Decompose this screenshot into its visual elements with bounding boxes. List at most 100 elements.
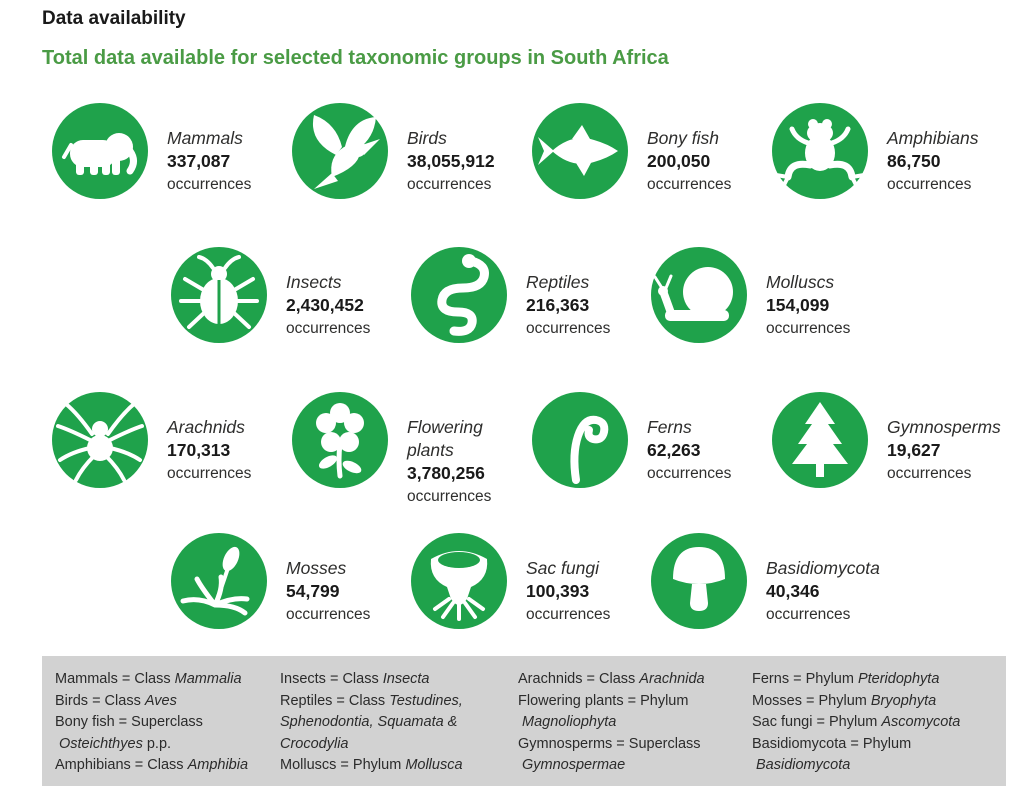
taxon-card-bony-fish: Bony fish 200,050 occurrences (532, 103, 772, 199)
taxon-count: 200,050 (647, 151, 711, 171)
snail-icon (651, 247, 747, 343)
taxon-info: Reptiles 216,363 occurrences (526, 271, 651, 340)
taxon-info: Amphibians 86,750 occurrences (887, 127, 1012, 196)
taxon-name: Molluscs (766, 272, 835, 292)
occurrences-label: occurrences (766, 320, 851, 337)
legend-line: Flowering plants = Phylum (518, 692, 689, 709)
taxon-count: 100,393 (526, 581, 590, 601)
taxon-name: Reptiles (526, 272, 590, 292)
cup-fungus-icon (411, 533, 507, 629)
taxon-count: 3,780,256 (407, 463, 485, 483)
legend-line: Arachnids = Class Arachnida (518, 671, 705, 687)
legend-line: Basidiomycota = Phylum (752, 735, 912, 752)
page-title: Data availability (42, 8, 186, 29)
taxon-name: Ferns (647, 417, 692, 437)
occurrences-label: occurrences (526, 606, 611, 623)
taxon-card-flowering-plants: Flowering plants 3,780,256 occurrences (292, 392, 532, 508)
taxon-info: Birds 38,055,912 occurrences (407, 127, 532, 196)
occurrences-label: occurrences (887, 465, 972, 482)
legend-line: Basidiomycota (756, 757, 851, 773)
taxon-count: 54,799 (286, 581, 340, 601)
legend-column-4: Ferns = Phylum Pteridophyta Mosses = Phyl… (752, 669, 1002, 786)
legend-line: Ferns = Phylum Pteridophyta (752, 671, 940, 687)
legend-line: Gymnosperms = Superclass (518, 735, 701, 752)
legend-line: Molluscs = Phylum Mollusca (280, 757, 463, 773)
legend-line: Insects = Class Insecta (280, 671, 430, 687)
taxon-card-amphibians: Amphibians 86,750 occurrences (772, 103, 1012, 199)
taxon-card-birds: Birds 38,055,912 occurrences (292, 103, 532, 199)
occurrences-label: occurrences (167, 465, 252, 482)
taxon-info: Flowering plants 3,780,256 occurrences (407, 416, 532, 508)
occurrences-label: occurrences (407, 488, 492, 505)
legend-line: Sac fungi = Phylum Ascomycota (752, 714, 961, 730)
beetle-icon (171, 247, 267, 343)
taxon-count: 154,099 (766, 295, 830, 315)
taxon-count: 337,087 (167, 151, 231, 171)
frog-icon (772, 103, 868, 199)
snake-icon (411, 247, 507, 343)
taxon-card-basidiomycota: Basidiomycota 40,346 occurrences (651, 533, 891, 629)
occurrences-label: occurrences (887, 176, 972, 193)
legend-box: Mammals = Class Mammalia Birds = Class Av… (42, 656, 1006, 786)
legend-line: Amphibians = Class Amphibia (55, 757, 249, 773)
taxon-name: Amphibians (887, 128, 979, 148)
occurrences-label: occurrences (286, 320, 371, 337)
taxon-name: Mammals (167, 128, 243, 148)
taxon-info: Bony fish 200,050 occurrences (647, 127, 772, 196)
legend-line: Bony fish = Superclass (55, 714, 203, 730)
taxon-name: Sac fungi (526, 558, 599, 578)
page-subtitle: Total data available for selected taxono… (42, 47, 669, 69)
taxon-card-mosses: Mosses 54,799 occurrences (171, 533, 411, 629)
taxon-count: 40,346 (766, 581, 820, 601)
flower-icon (292, 392, 388, 488)
taxon-info: Mammals 337,087 occurrences (167, 127, 292, 196)
fish-icon (532, 103, 628, 199)
legend-line: Gymnospermae (522, 757, 626, 773)
legend-line: Mosses = Phylum Bryophyta (752, 692, 937, 709)
occurrences-label: occurrences (167, 176, 252, 193)
taxon-card-mammals: Mammals 337,087 occurrences (52, 103, 292, 199)
taxon-name: Birds (407, 128, 447, 148)
legend-column-2: Insects = Class Insecta Reptiles = Class … (280, 669, 518, 786)
occurrences-label: occurrences (766, 606, 851, 623)
taxon-info: Gymnosperms 19,627 occurrences (887, 416, 1012, 485)
legend-line: Birds = Class Aves (55, 692, 177, 709)
occurrences-label: occurrences (647, 176, 732, 193)
taxon-name: Mosses (286, 558, 347, 578)
taxon-card-ferns: Ferns 62,263 occurrences (532, 392, 772, 508)
conifer-icon (772, 392, 868, 488)
taxon-name: Bony fish (647, 128, 719, 148)
taxon-info: Ferns 62,263 occurrences (647, 416, 772, 485)
taxon-count: 62,263 (647, 440, 701, 460)
taxon-name: Arachnids (167, 417, 245, 437)
taxon-count: 2,430,452 (286, 295, 364, 315)
taxon-info: Insects 2,430,452 occurrences (286, 271, 411, 340)
legend-line: Mammals = Class Mammalia (55, 671, 242, 687)
legend-column-1: Mammals = Class Mammalia Birds = Class Av… (55, 669, 280, 786)
taxon-card-insects: Insects 2,430,452 occurrences (171, 247, 411, 343)
taxon-row-4: Mosses 54,799 occurrences Sac fungi 100,393 o… (171, 533, 891, 629)
occurrences-label: occurrences (526, 320, 611, 337)
taxon-info: Molluscs 154,099 occurrences (766, 271, 891, 340)
taxon-info: Basidiomycota 40,346 occurrences (766, 557, 891, 626)
taxon-card-gymnosperms: Gymnosperms 19,627 occurrences (772, 392, 1012, 508)
mushroom-icon (651, 533, 747, 629)
taxon-count: 38,055,912 (407, 151, 495, 171)
taxon-name: Insects (286, 272, 342, 292)
taxon-name: Gymnosperms (887, 417, 1001, 437)
taxon-info: Mosses 54,799 occurrences (286, 557, 411, 626)
occurrences-label: occurrences (286, 606, 371, 623)
taxon-count: 216,363 (526, 295, 590, 315)
elephant-icon (52, 103, 148, 199)
taxon-card-sac-fungi: Sac fungi 100,393 occurrences (411, 533, 651, 629)
taxon-row-3: Arachnids 170,313 occurrences Flowering pla… (52, 392, 1012, 508)
legend-column-3: Arachnids = Class Arachnida Flowering pla… (518, 669, 752, 786)
moss-icon (171, 533, 267, 629)
taxon-row-2: Insects 2,430,452 occurrences Reptiles 216,3… (171, 247, 891, 343)
taxon-card-molluscs: Molluscs 154,099 occurrences (651, 247, 891, 343)
legend-line: Osteichthyes p.p. (59, 735, 172, 752)
legend-line: Magnoliophyta (522, 714, 617, 730)
taxon-count: 19,627 (887, 440, 941, 460)
taxon-card-arachnids: Arachnids 170,313 occurrences (52, 392, 292, 508)
